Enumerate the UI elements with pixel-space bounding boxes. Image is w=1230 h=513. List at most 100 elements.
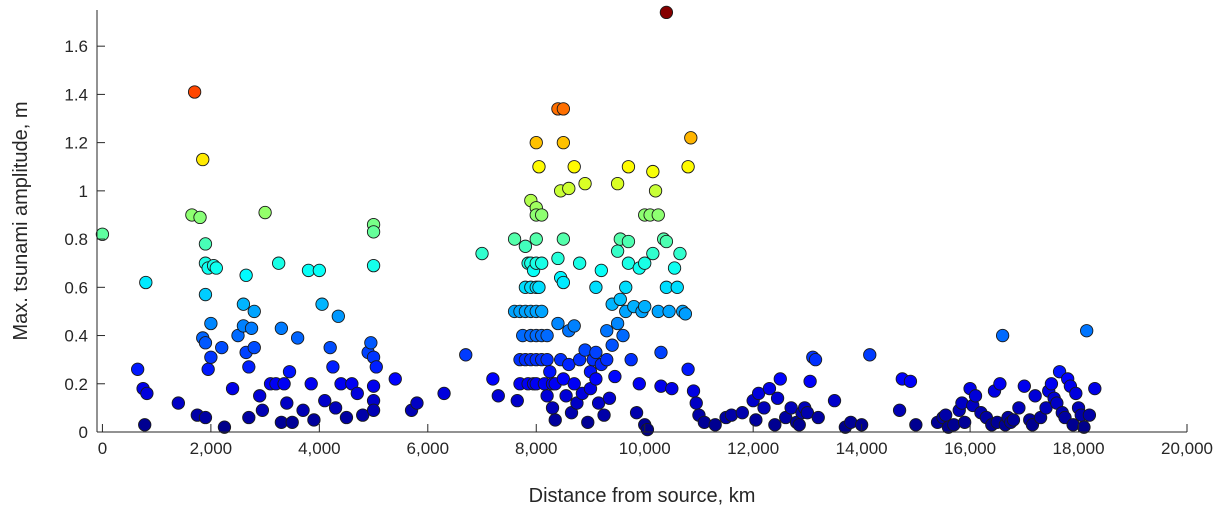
data-point xyxy=(995,328,1010,343)
data-point xyxy=(684,131,698,145)
data-point xyxy=(1017,379,1031,393)
data-point xyxy=(955,396,969,410)
data-point xyxy=(1039,401,1053,415)
data-point xyxy=(545,401,560,415)
data-point xyxy=(285,415,299,430)
data-point xyxy=(621,256,636,270)
data-point xyxy=(602,391,617,405)
data-point xyxy=(204,316,218,331)
data-point xyxy=(757,401,771,415)
data-point xyxy=(247,304,261,319)
data-point xyxy=(686,384,701,398)
data-point xyxy=(600,353,614,367)
data-point xyxy=(475,246,489,261)
data-point xyxy=(95,227,110,241)
data-point xyxy=(751,386,766,401)
data-point xyxy=(784,401,798,415)
data-point xyxy=(572,256,587,270)
data-point xyxy=(724,408,739,422)
data-point xyxy=(318,394,332,408)
data-point xyxy=(244,321,259,335)
data-point xyxy=(768,418,782,432)
data-point xyxy=(548,413,562,427)
data-point xyxy=(198,410,213,425)
data-point xyxy=(277,377,291,391)
data-point xyxy=(646,164,660,179)
data-point xyxy=(486,372,500,386)
data-point xyxy=(307,413,321,427)
data-point xyxy=(811,410,825,425)
data-point xyxy=(239,268,253,282)
data-point xyxy=(681,362,695,376)
data-point xyxy=(510,394,524,408)
x-tick-label: 4,000 xyxy=(298,439,341,458)
data-point xyxy=(667,261,682,275)
x-tick-label: 6,000 xyxy=(407,439,450,458)
data-point xyxy=(678,307,693,321)
data-point xyxy=(138,418,152,432)
data-point xyxy=(388,372,402,386)
data-point xyxy=(556,102,571,116)
data-point xyxy=(808,353,823,367)
data-point xyxy=(589,372,603,386)
data-point xyxy=(196,152,210,167)
y-tick-label: 1 xyxy=(79,182,88,201)
data-point xyxy=(280,396,294,410)
data-point xyxy=(198,287,213,302)
data-point xyxy=(624,353,638,367)
data-point xyxy=(651,208,665,222)
data-point xyxy=(187,85,202,99)
x-axis-label: Distance from source, km xyxy=(529,485,756,507)
data-point xyxy=(198,237,213,251)
x-tick-label: 10,000 xyxy=(619,439,671,458)
data-point xyxy=(507,232,522,246)
data-point xyxy=(659,234,674,249)
y-axis-ticks: 0 0.2 0.4 0.6 0.8 1 1.2 1.4 1.6 xyxy=(64,37,105,442)
data-point xyxy=(356,408,370,422)
data-point xyxy=(366,225,381,239)
data-point xyxy=(556,275,571,290)
x-tick-label: 16,000 xyxy=(944,439,996,458)
data-point xyxy=(364,336,378,350)
data-point xyxy=(331,309,345,323)
data-point xyxy=(535,208,549,222)
data-point xyxy=(638,299,652,314)
y-tick-label: 1.4 xyxy=(64,85,88,104)
data-point xyxy=(803,374,817,389)
data-point xyxy=(255,403,270,417)
data-point xyxy=(605,338,619,352)
data-point xyxy=(567,160,581,174)
data-point xyxy=(589,345,603,360)
data-point xyxy=(909,418,923,432)
data-point xyxy=(328,401,343,415)
data-point xyxy=(958,415,972,430)
data-point xyxy=(532,160,546,174)
data-point xyxy=(621,160,636,174)
data-point xyxy=(619,280,633,294)
data-point xyxy=(640,422,655,437)
data-point xyxy=(529,135,543,150)
data-point xyxy=(1080,324,1094,338)
x-tick-label: 18,000 xyxy=(1053,439,1105,458)
data-point xyxy=(762,381,777,396)
data-point xyxy=(315,297,329,311)
data-point xyxy=(139,275,153,290)
data-point xyxy=(366,379,381,393)
data-point xyxy=(518,239,533,253)
data-point xyxy=(1088,381,1102,396)
data-point xyxy=(597,408,611,422)
data-point xyxy=(556,232,571,246)
data-point xyxy=(242,360,256,374)
data-point xyxy=(654,345,668,360)
x-tick-label: 20,000 xyxy=(1161,439,1213,458)
data-point xyxy=(665,381,679,396)
data-point xyxy=(770,391,785,405)
data-point xyxy=(903,374,918,389)
data-point xyxy=(632,377,646,391)
data-point xyxy=(968,389,983,403)
data-point xyxy=(312,263,326,278)
data-point xyxy=(1082,408,1097,422)
data-point xyxy=(646,246,660,261)
data-point xyxy=(215,340,229,355)
